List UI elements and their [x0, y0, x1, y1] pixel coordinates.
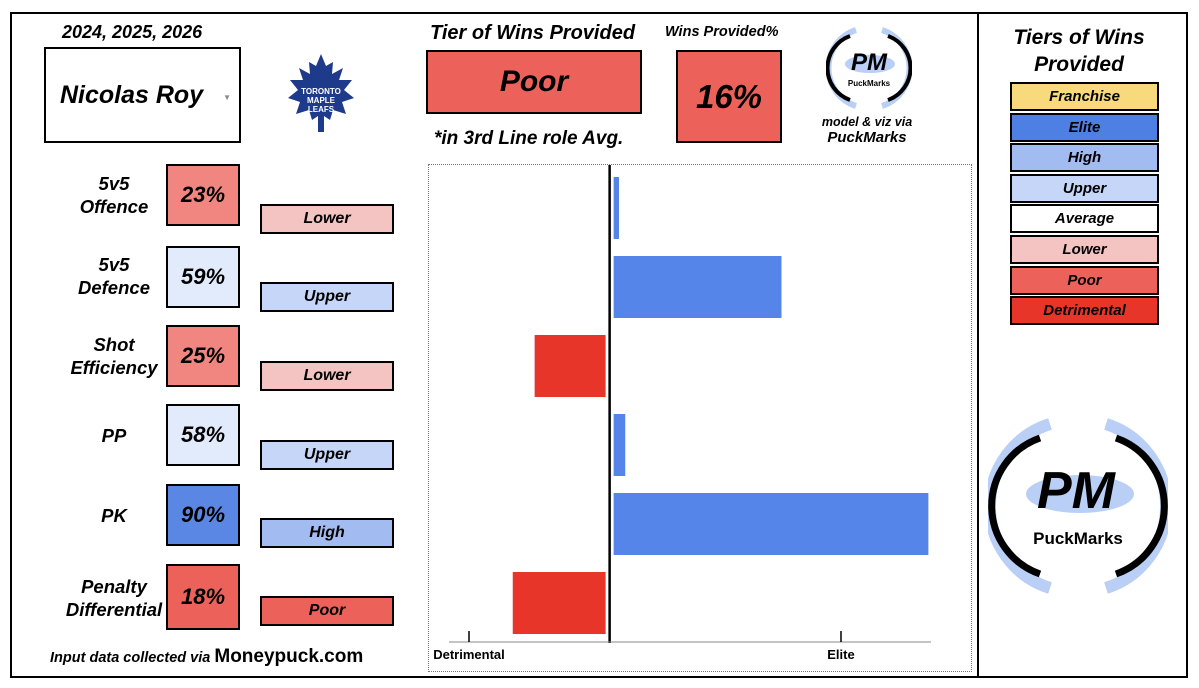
- dashboard-frame: [10, 12, 1188, 678]
- metric-tier-shot-efficiency: Lower: [260, 361, 394, 391]
- dropdown-caret-icon[interactable]: ▼: [223, 93, 231, 102]
- tick-label-elite: Elite: [827, 647, 854, 662]
- svg-text:PuckMarks: PuckMarks: [848, 79, 891, 88]
- metric-pct-shot-efficiency: 25%: [166, 325, 240, 387]
- wins-provided-box: 16%: [676, 50, 782, 143]
- legend-item-lower: Lower: [1010, 235, 1159, 264]
- bar-shot-efficiency: [534, 335, 606, 397]
- legend-item-high: High: [1010, 143, 1159, 173]
- metric-tier-pp: Upper: [260, 440, 394, 470]
- metric-tier-5v5-offence: Lower: [260, 204, 394, 234]
- footer-source: Input data collected via Moneypuck.com: [50, 646, 363, 668]
- legend-divider: [977, 12, 979, 678]
- metric-label-pk: PK: [101, 504, 127, 526]
- metric-pct-pk: 90%: [166, 484, 240, 546]
- svg-text:LEAFS: LEAFS: [308, 105, 335, 114]
- svg-text:PuckMarks: PuckMarks: [1033, 529, 1123, 548]
- bar-5v5-offence: [613, 177, 619, 239]
- metric-label-penalty-differential: Penalty Differential: [65, 576, 163, 620]
- svg-text:TORONTO: TORONTO: [301, 87, 341, 96]
- credit-line1: model & viz via: [821, 115, 913, 129]
- legend-item-upper: Upper: [1010, 173, 1159, 203]
- bar-penalty-differential: [512, 572, 606, 634]
- bar-5v5-defence: [613, 256, 782, 318]
- legend-title: Tiers of Wins Provided: [1013, 26, 1145, 76]
- legend-item-detrimental: Detrimental: [1010, 296, 1159, 326]
- metric-label-5v5-defence: 5v5 Defence: [78, 254, 150, 298]
- credit: model & viz via PuckMarks: [808, 114, 926, 146]
- metric-tier-pk: High: [260, 518, 394, 548]
- metric-tier-5v5-defence: Upper: [260, 282, 394, 312]
- bar-pp: [613, 414, 626, 476]
- role-note: *in 3rd Line role Avg.: [434, 128, 624, 149]
- metric-pct-5v5-defence: 59%: [166, 246, 240, 308]
- footer-source-link: Moneypuck.com: [214, 646, 364, 667]
- tier-title: Tier of Wins Provided: [430, 22, 636, 44]
- credit-line2: PuckMarks: [827, 129, 907, 146]
- svg-text:MAPLE: MAPLE: [307, 96, 336, 105]
- footer-prefix: Input data collected via: [50, 650, 211, 666]
- puckmarks-logo-small: PM PuckMarks: [826, 27, 912, 109]
- maple-leafs-logo: TORONTO MAPLE LEAFS: [288, 54, 354, 132]
- wins-chart-panel: Detrimental Elite: [428, 164, 972, 672]
- legend-item-elite: Elite: [1010, 112, 1159, 142]
- tick-label-detrimental: Detrimental: [433, 647, 505, 662]
- metric-label-5v5-offence: 5v5 Offence: [79, 173, 149, 217]
- metric-label-pp: PP: [101, 424, 127, 446]
- bar-pk: [613, 493, 929, 555]
- puckmarks-logo-large: PM PuckMarks: [988, 418, 1168, 594]
- tier-value-box: Poor: [426, 50, 642, 114]
- wins-chart: Detrimental Elite: [433, 165, 931, 662]
- wins-provided-title: Wins Provided%: [665, 24, 779, 40]
- metric-tier-penalty-differential: Poor: [260, 596, 394, 626]
- player-name: Nicolas Roy: [60, 80, 204, 109]
- seasons-label: 2024, 2025, 2026: [62, 22, 203, 42]
- metric-label-shot-efficiency: Shot Efficiency: [70, 334, 158, 378]
- metric-pct-5v5-offence: 23%: [166, 164, 240, 226]
- svg-text:PM: PM: [1037, 462, 1117, 520]
- legend-item-franchise: Franchise: [1010, 82, 1159, 111]
- metric-pct-penalty-differential: 18%: [166, 564, 240, 630]
- legend-item-poor: Poor: [1010, 265, 1159, 295]
- svg-text:PM: PM: [851, 49, 888, 76]
- legend-item-average: Average: [1010, 204, 1159, 234]
- player-select[interactable]: Nicolas Roy ▼: [44, 47, 241, 143]
- metric-pct-pp: 58%: [166, 404, 240, 466]
